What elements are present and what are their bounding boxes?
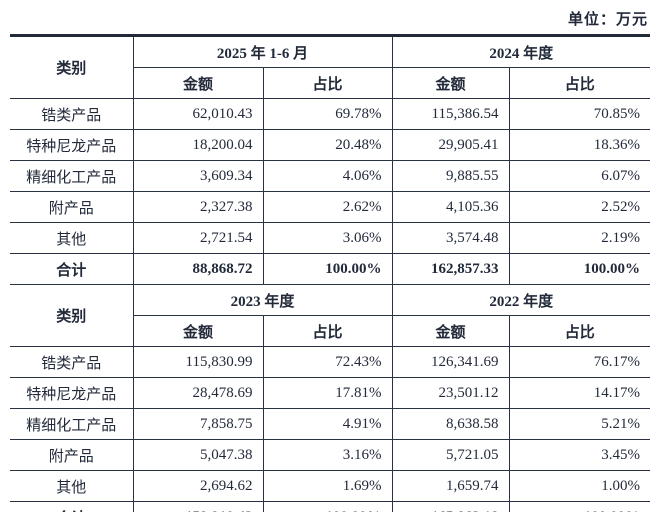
period-header-cell: 2025 年 1-6 月 <box>133 35 393 68</box>
ratio-cell: 4.91% <box>263 408 393 440</box>
amount-cell: 18,200.04 <box>133 129 264 161</box>
amount-cell: 2,327.38 <box>133 191 264 223</box>
category-cell: 附产品 <box>10 191 134 223</box>
ratio-header-cell: 占比 <box>509 67 651 99</box>
amount-cell: 28,478.69 <box>133 377 264 409</box>
category-cell: 合计 <box>10 501 134 512</box>
category-cell: 特种尼龙产品 <box>10 129 134 161</box>
ratio-cell: 1.00% <box>509 470 651 502</box>
amount-cell: 2,694.62 <box>133 470 264 502</box>
table-row: 精细化工产品 3,609.34 4.06% 9,885.55 6.07% <box>10 160 651 192</box>
ratio-cell: 2.62% <box>263 191 393 223</box>
amount-cell: 62,010.43 <box>133 98 264 130</box>
period-header-cell: 2023 年度 <box>133 285 393 316</box>
table-row: 锆类产品 115,830.99 72.43% 126,341.69 76.17% <box>10 346 651 378</box>
period-header-cell: 2024 年度 <box>392 35 651 68</box>
group-header-row: 类别 2023 年度 2022 年度 <box>10 285 651 347</box>
category-cell: 锆类产品 <box>10 98 134 130</box>
ratio-cell: 20.48% <box>263 129 393 161</box>
category-cell: 附产品 <box>10 439 134 471</box>
ratio-header-cell: 占比 <box>263 315 393 347</box>
ratio-header-cell: 占比 <box>263 67 393 99</box>
amount-header-cell: 金额 <box>392 67 510 99</box>
period-header-cell: 2022 年度 <box>392 285 651 316</box>
ratio-cell: 69.78% <box>263 98 393 130</box>
category-cell: 锆类产品 <box>10 346 134 378</box>
ratio-header-cell: 占比 <box>509 315 651 347</box>
ratio-cell: 4.06% <box>263 160 393 192</box>
amount-cell: 29,905.41 <box>392 129 510 161</box>
amount-header-cell: 金额 <box>133 67 264 99</box>
amount-cell: 7,858.75 <box>133 408 264 440</box>
ratio-cell: 70.85% <box>509 98 651 130</box>
amount-cell: 115,386.54 <box>392 98 510 130</box>
amount-cell: 88,868.72 <box>133 253 264 285</box>
ratio-cell: 18.36% <box>509 129 651 161</box>
ratio-cell: 2.52% <box>509 191 651 223</box>
amount-cell: 4,105.36 <box>392 191 510 223</box>
category-cell: 其他 <box>10 222 134 254</box>
category-cell: 其他 <box>10 470 134 502</box>
table-row: 其他 2,694.62 1.69% 1,659.74 1.00% <box>10 470 651 502</box>
ratio-cell: 76.17% <box>509 346 651 378</box>
ratio-cell: 17.81% <box>263 377 393 409</box>
revenue-table-2025-2024: 类别 2025 年 1-6 月 2024 年度 金额 占比 金额 占比 锆类产品… <box>10 34 651 285</box>
total-row: 合计 159,910.42 100.00% 165,862.18 100.00% <box>10 501 651 512</box>
table-row: 特种尼龙产品 28,478.69 17.81% 23,501.12 14.17% <box>10 377 651 409</box>
ratio-cell: 3.16% <box>263 439 393 471</box>
ratio-cell: 100.00% <box>509 501 651 512</box>
table-row: 其他 2,721.54 3.06% 3,574.48 2.19% <box>10 222 651 254</box>
ratio-cell: 3.45% <box>509 439 651 471</box>
amount-cell: 162,857.33 <box>392 253 510 285</box>
total-row: 合计 88,868.72 100.00% 162,857.33 100.00% <box>10 253 651 285</box>
amount-cell: 8,638.58 <box>392 408 510 440</box>
amount-cell: 9,885.55 <box>392 160 510 192</box>
ratio-cell: 5.21% <box>509 408 651 440</box>
amount-cell: 23,501.12 <box>392 377 510 409</box>
ratio-cell: 2.19% <box>509 222 651 254</box>
ratio-cell: 1.69% <box>263 470 393 502</box>
amount-cell: 3,574.48 <box>392 222 510 254</box>
category-cell: 精细化工产品 <box>10 408 134 440</box>
unit-label: 单位：万元 <box>567 12 648 28</box>
revenue-table-2023-2022: 类别 2023 年度 2022 年度 金额 占比 金额 占比 锆类产品 115,… <box>10 285 651 512</box>
table-row: 附产品 2,327.38 2.62% 4,105.36 2.52% <box>10 191 651 223</box>
amount-header-cell: 金额 <box>392 315 510 347</box>
amount-cell: 5,047.38 <box>133 439 264 471</box>
sub-header-row: 金额 占比 金额 占比 <box>10 67 651 99</box>
ratio-cell: 100.00% <box>263 253 393 285</box>
amount-cell: 159,910.42 <box>133 501 264 512</box>
amount-cell: 3,609.34 <box>133 160 264 192</box>
ratio-cell: 6.07% <box>509 160 651 192</box>
amount-cell: 5,721.05 <box>392 439 510 471</box>
group-header-row: 类别 2025 年 1-6 月 2024 年度 <box>10 35 651 99</box>
category-header-cell: 类别 <box>10 285 134 347</box>
table-row: 特种尼龙产品 18,200.04 20.48% 29,905.41 18.36% <box>10 129 651 161</box>
table-row: 精细化工产品 7,858.75 4.91% 8,638.58 5.21% <box>10 408 651 440</box>
category-header-cell: 类别 <box>10 35 134 99</box>
amount-cell: 115,830.99 <box>133 346 264 378</box>
category-cell: 精细化工产品 <box>10 160 134 192</box>
ratio-cell: 3.06% <box>263 222 393 254</box>
category-cell: 合计 <box>10 253 134 285</box>
amount-cell: 126,341.69 <box>392 346 510 378</box>
amount-header-cell: 金额 <box>133 315 264 347</box>
ratio-cell: 14.17% <box>509 377 651 409</box>
amount-cell: 1,659.74 <box>392 470 510 502</box>
amount-cell: 165,862.18 <box>392 501 510 512</box>
table-row: 锆类产品 62,010.43 69.78% 115,386.54 70.85% <box>10 98 651 130</box>
sub-header-row: 金额 占比 金额 占比 <box>10 315 651 347</box>
table-row: 附产品 5,047.38 3.16% 5,721.05 3.45% <box>10 439 651 471</box>
amount-cell: 2,721.54 <box>133 222 264 254</box>
ratio-cell: 100.00% <box>263 501 393 512</box>
ratio-cell: 100.00% <box>509 253 651 285</box>
category-cell: 特种尼龙产品 <box>10 377 134 409</box>
ratio-cell: 72.43% <box>263 346 393 378</box>
